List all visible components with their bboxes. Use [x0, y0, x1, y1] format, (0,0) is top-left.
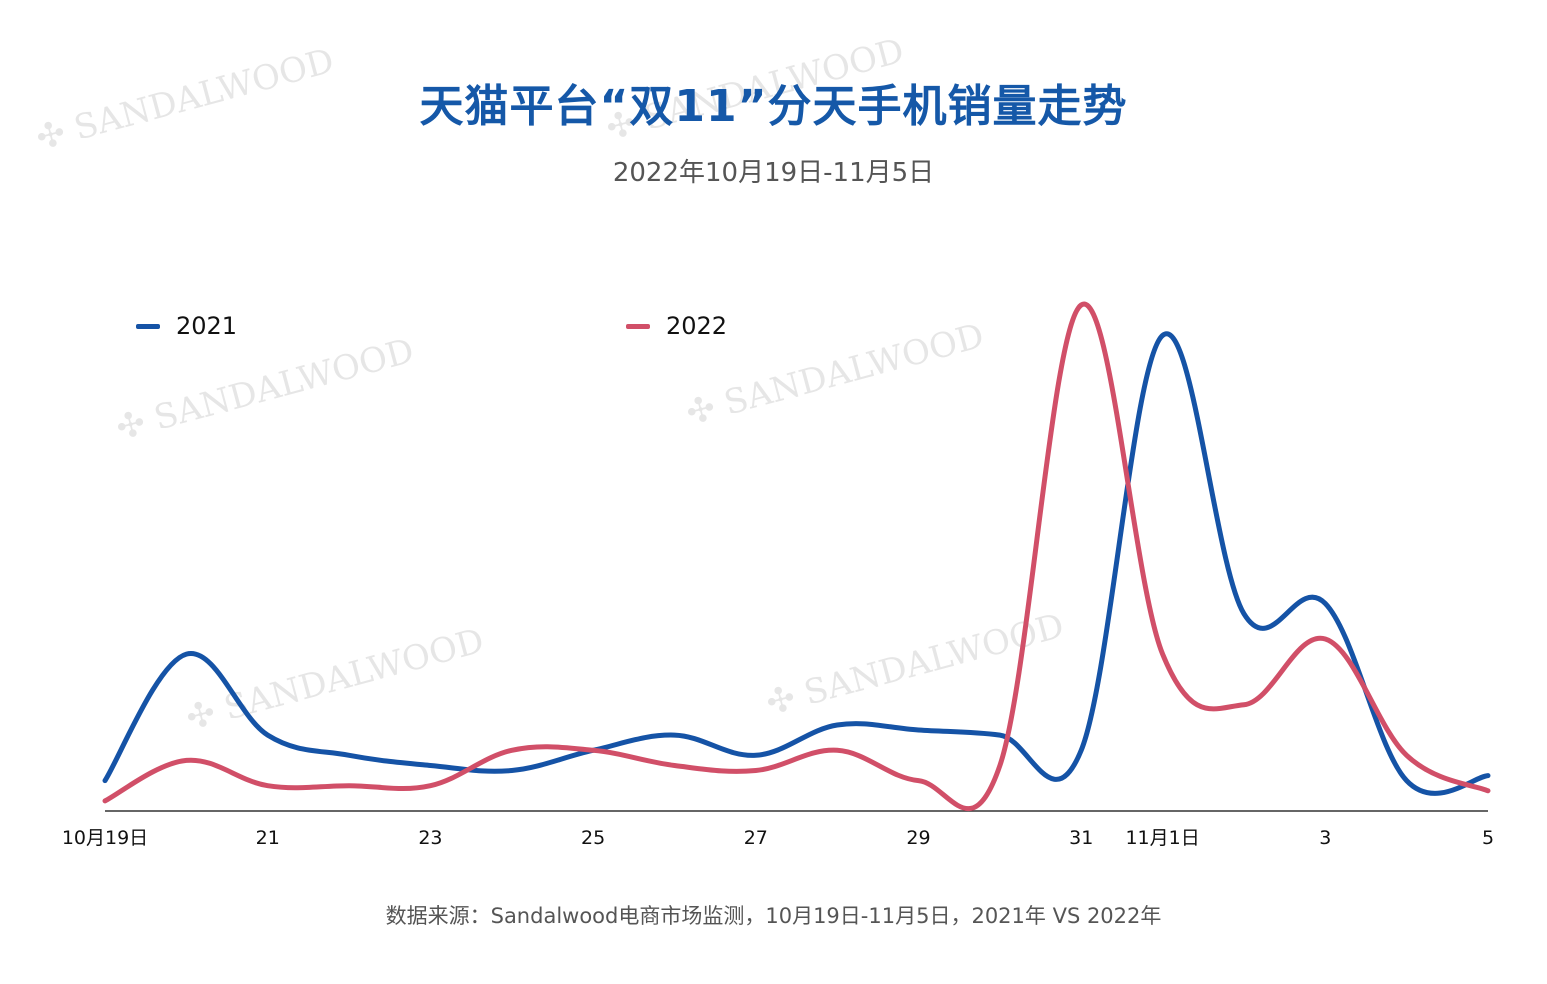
- watermark-text: ✣ SANDALWOOD: [112, 331, 418, 449]
- series-line-2022: [102, 301, 1491, 811]
- x-axis-ticks: 10月19日 21 23 25 27 29 31 11月1日 3 5: [62, 827, 1494, 849]
- legend-swatch-2021: [136, 323, 160, 329]
- legend-item-2022: 2022: [626, 310, 727, 342]
- x-tick-label: 27: [744, 827, 768, 849]
- series-line-2021: [102, 331, 1491, 796]
- chart-subtitle: 2022年10月19日-11月5日: [612, 158, 935, 188]
- watermark-text: ✣ SANDALWOOD: [182, 621, 488, 739]
- x-tick-label: 5: [1482, 827, 1494, 849]
- legend-label-2022: 2022: [666, 312, 728, 340]
- legend-swatch-2022: [626, 323, 650, 329]
- chart-title: 天猫平台“双11”分天手机销量走势: [419, 81, 1128, 132]
- series-layer: [102, 301, 1491, 811]
- legend-item-2021: 2021: [136, 310, 237, 342]
- x-tick-label: 21: [256, 827, 280, 849]
- watermark-layer: ✣ SANDALWOOD✣ SANDALWOOD✣ SANDALWOOD✣ SA…: [32, 31, 1068, 739]
- x-tick-label: 25: [581, 827, 605, 849]
- data-source-note: 数据来源：Sandalwood电商市场监测，10月19日-11月5日，2021年…: [385, 904, 1162, 928]
- x-tick-label: 31: [1069, 827, 1093, 849]
- x-tick-label: 3: [1319, 827, 1331, 849]
- x-tick-label: 23: [418, 827, 442, 849]
- x-tick-label: 29: [906, 827, 930, 849]
- x-tick-label: 10月19日: [62, 827, 148, 849]
- watermark-text: ✣ SANDALWOOD: [682, 316, 988, 434]
- legend-label-2021: 2021: [176, 312, 238, 340]
- x-tick-label: 11月1日: [1125, 827, 1199, 849]
